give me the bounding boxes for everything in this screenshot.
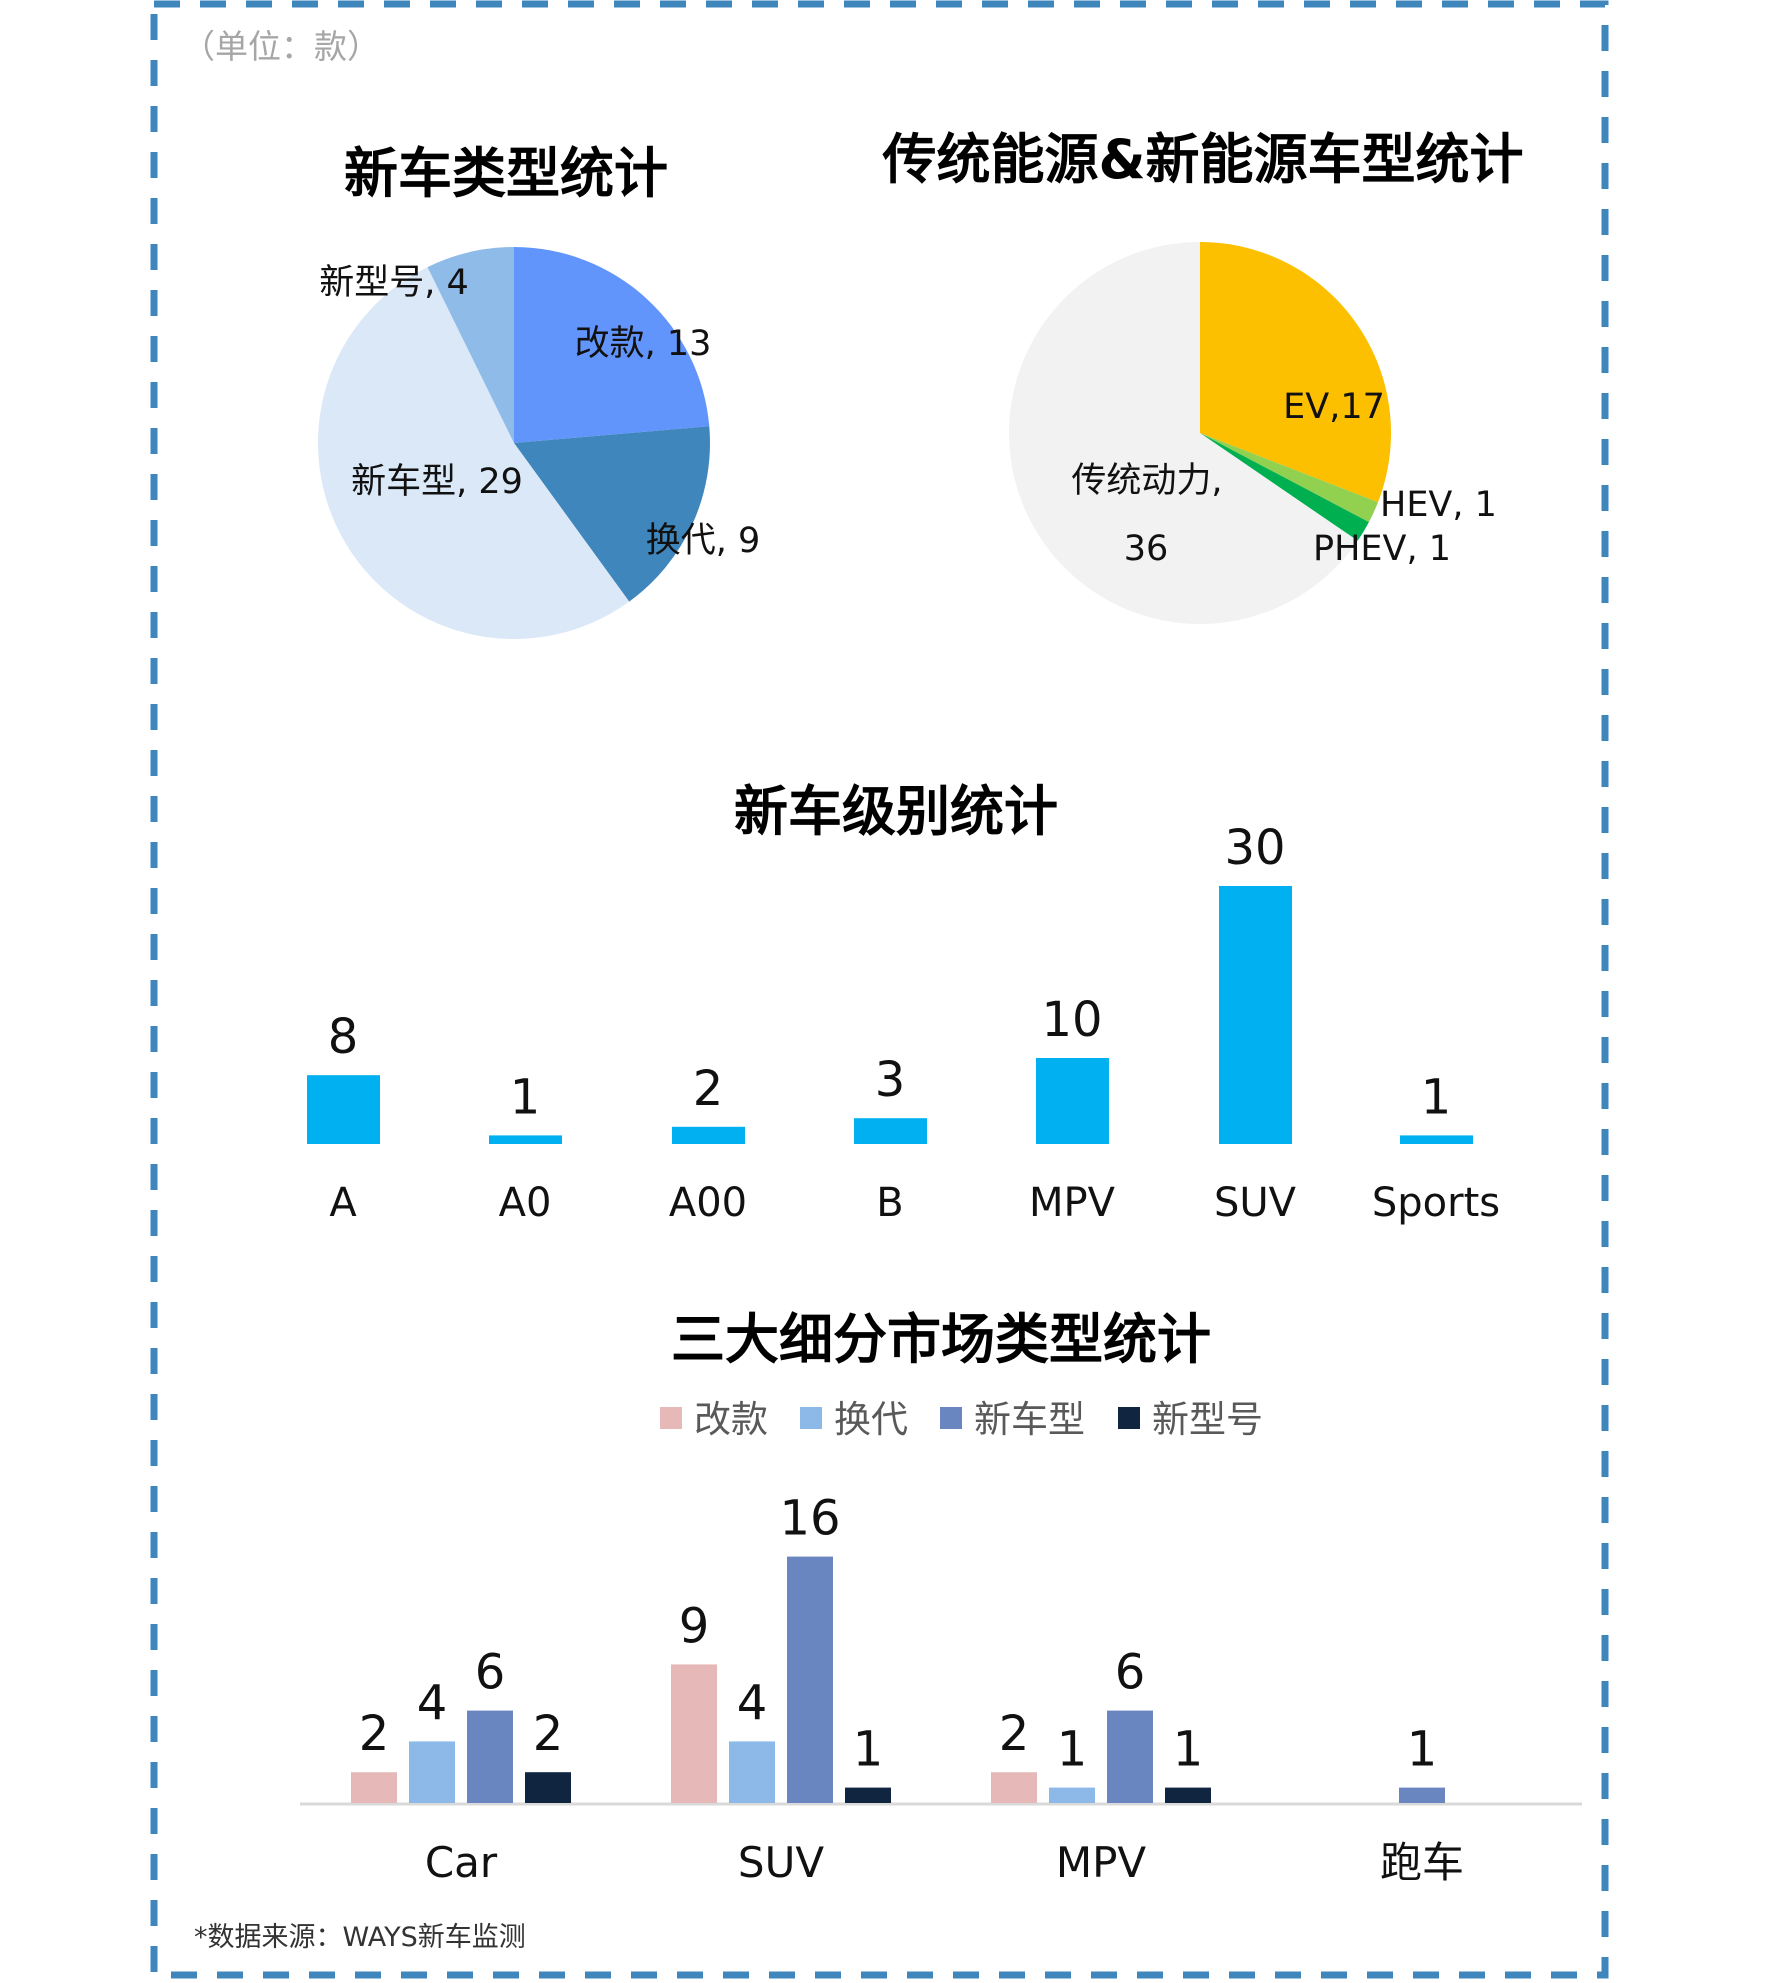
x-tick-label: MPV	[1056, 1838, 1147, 1887]
pie-label: 新车型, 29	[351, 462, 523, 502]
pie-slice	[514, 247, 710, 443]
x-tick-label: B	[876, 1180, 903, 1226]
bar	[787, 1556, 833, 1803]
bar-value-label: 3	[875, 1052, 906, 1108]
pie-label: PHEV, 1	[1313, 529, 1451, 569]
x-tick-label: A00	[669, 1180, 747, 1226]
x-tick-label: Sports	[1372, 1180, 1500, 1226]
bar-value-label: 2	[359, 1706, 390, 1762]
pie-slice	[1200, 433, 1378, 523]
legend-label: 新车型	[974, 1398, 1085, 1441]
bar	[1036, 1058, 1109, 1144]
pie-slice	[427, 247, 514, 443]
pie1-title: 新车类型统计	[344, 142, 668, 205]
grouped-bar-title: 三大细分市场类型统计	[671, 1308, 1211, 1371]
bar	[409, 1741, 455, 1803]
bar-value-label: 6	[475, 1645, 506, 1701]
footer-source: *数据来源：WAYS新车监测	[194, 1922, 526, 1953]
legend-swatch	[660, 1407, 682, 1429]
dashed-border	[150, 0, 1609, 1979]
x-tick-label: A	[329, 1180, 357, 1226]
bar	[1399, 1787, 1445, 1803]
pie2-title: 传统能源&新能源车型统计	[881, 128, 1523, 191]
bar-value-label: 2	[533, 1706, 564, 1762]
x-tick-label: A0	[499, 1180, 552, 1226]
bar-title: 新车级别统计	[734, 780, 1058, 843]
bar	[351, 1772, 397, 1803]
x-tick-label: 跑车	[1380, 1838, 1464, 1887]
x-tick-label: Car	[425, 1838, 498, 1887]
legend-swatch	[940, 1407, 962, 1429]
bar	[672, 1126, 745, 1144]
bar-value-label: 30	[1224, 820, 1285, 876]
bar	[1219, 886, 1292, 1144]
bar-value-label: 10	[1041, 992, 1102, 1048]
pie-label: EV,17	[1283, 387, 1385, 427]
x-tick-label: MPV	[1029, 1180, 1116, 1226]
pie-label: 36	[1124, 529, 1169, 569]
bar-value-label: 2	[693, 1061, 724, 1117]
bar-value-label: 1	[1421, 1069, 1452, 1125]
bar	[1165, 1787, 1211, 1803]
pie-label: 换代, 9	[646, 521, 761, 561]
bar-value-label: 1	[853, 1722, 884, 1778]
bar-value-label: 16	[779, 1491, 840, 1547]
pie-label: 传统动力,	[1071, 461, 1222, 501]
bar	[729, 1741, 775, 1803]
bar-value-label: 6	[1115, 1645, 1146, 1701]
bar-value-label: 4	[417, 1675, 448, 1731]
bar-value-label: 1	[1057, 1722, 1088, 1778]
bar	[489, 1135, 562, 1144]
pie-label: 新型号, 4	[319, 263, 469, 303]
bar-value-label: 8	[328, 1009, 359, 1065]
bar	[1400, 1135, 1473, 1144]
legend-label: 换代	[834, 1398, 908, 1441]
pie-slice	[514, 426, 710, 602]
bar	[467, 1710, 513, 1803]
x-tick-label: SUV	[1214, 1180, 1297, 1226]
bar-value-label: 1	[1407, 1722, 1438, 1778]
bar	[525, 1772, 571, 1803]
bar-value-label: 2	[999, 1706, 1030, 1762]
pie-slice	[1200, 433, 1369, 541]
pie-label: HEV, 1	[1380, 485, 1497, 525]
pie-slice	[1200, 242, 1392, 503]
bar-value-label: 9	[679, 1598, 710, 1654]
legend-swatch	[1118, 1407, 1140, 1429]
bar	[845, 1787, 891, 1803]
pie-slice	[1009, 242, 1358, 624]
pie-slice	[318, 267, 630, 640]
unit-note: （单位：款）	[182, 27, 380, 66]
legend-label: 新型号	[1152, 1398, 1263, 1441]
bar-value-label: 1	[510, 1069, 541, 1125]
bar	[1107, 1710, 1153, 1803]
bar	[1049, 1787, 1095, 1803]
legend-swatch	[800, 1407, 822, 1429]
legend-label: 改款	[694, 1398, 768, 1441]
bar-value-label: 4	[737, 1675, 768, 1731]
bar	[307, 1075, 380, 1144]
bar	[991, 1772, 1037, 1803]
bar	[854, 1118, 927, 1144]
pie-label: 改款, 13	[575, 324, 712, 364]
bar-value-label: 1	[1173, 1722, 1204, 1778]
bar	[671, 1664, 717, 1803]
x-tick-label: SUV	[738, 1838, 824, 1887]
